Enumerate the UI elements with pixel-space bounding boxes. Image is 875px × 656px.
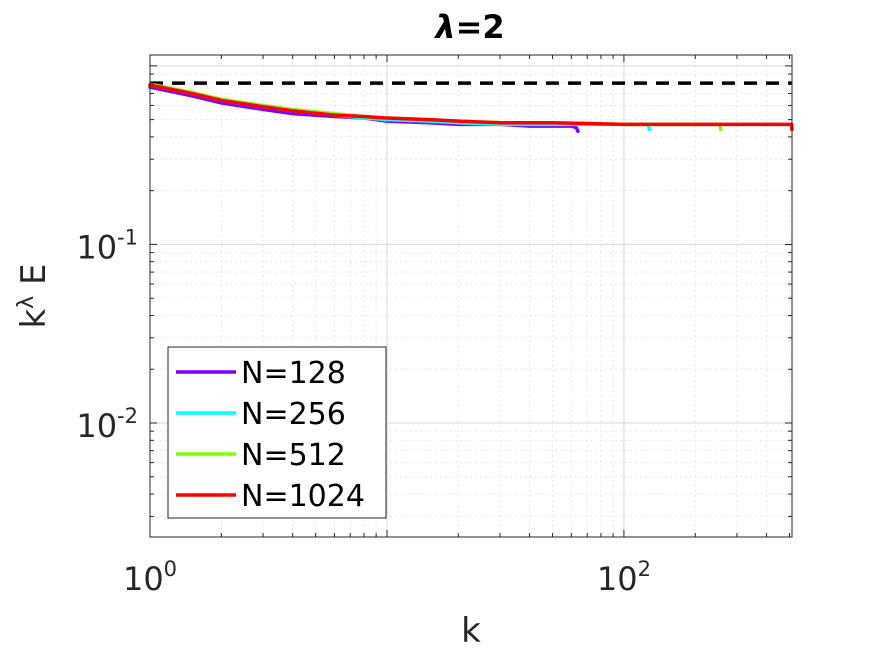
y-tick-label-exponent: -1 [117, 225, 138, 249]
legend-label: N=256 [241, 397, 346, 432]
x-tick-label-base: 10 [123, 560, 164, 598]
x-axis-label: k [461, 611, 481, 651]
y-axis-label-base: k [14, 309, 54, 329]
x-tick-label-exponent: 0 [164, 557, 177, 581]
x-tick-label-base: 10 [597, 560, 638, 598]
legend-label: N=512 [241, 438, 346, 473]
y-axis-label-tail: E [14, 263, 54, 295]
y-tick-label: 10-1 [76, 225, 138, 266]
title-rest: =2 [456, 8, 505, 46]
y-tick-label: 10-2 [76, 404, 138, 445]
series-group [148, 82, 794, 134]
legend-label: N=128 [241, 356, 346, 391]
legend-label: N=1024 [241, 479, 365, 514]
y-tick-label-exponent: -2 [117, 404, 138, 428]
x-tick-label-exponent: 2 [638, 557, 651, 581]
x-tick-label: 102 [597, 557, 651, 598]
series-line-n-1024 [148, 83, 794, 132]
y-axis-label: kλ E [14, 263, 54, 328]
x-tick-label: 100 [123, 557, 177, 598]
legend: N=128 N=256 N=512 N=1024 [167, 346, 387, 519]
plot-area-border [149, 54, 793, 538]
grid [149, 55, 792, 537]
y-tick-label-base: 10 [76, 407, 117, 445]
title-symbol: λ [433, 8, 455, 46]
legend-box [167, 346, 387, 519]
tick-marks [149, 55, 792, 537]
chart-title: λ=2 [433, 8, 504, 46]
y-axis-label-sup: λ [14, 296, 39, 309]
y-tick-label-base: 10 [76, 228, 117, 266]
